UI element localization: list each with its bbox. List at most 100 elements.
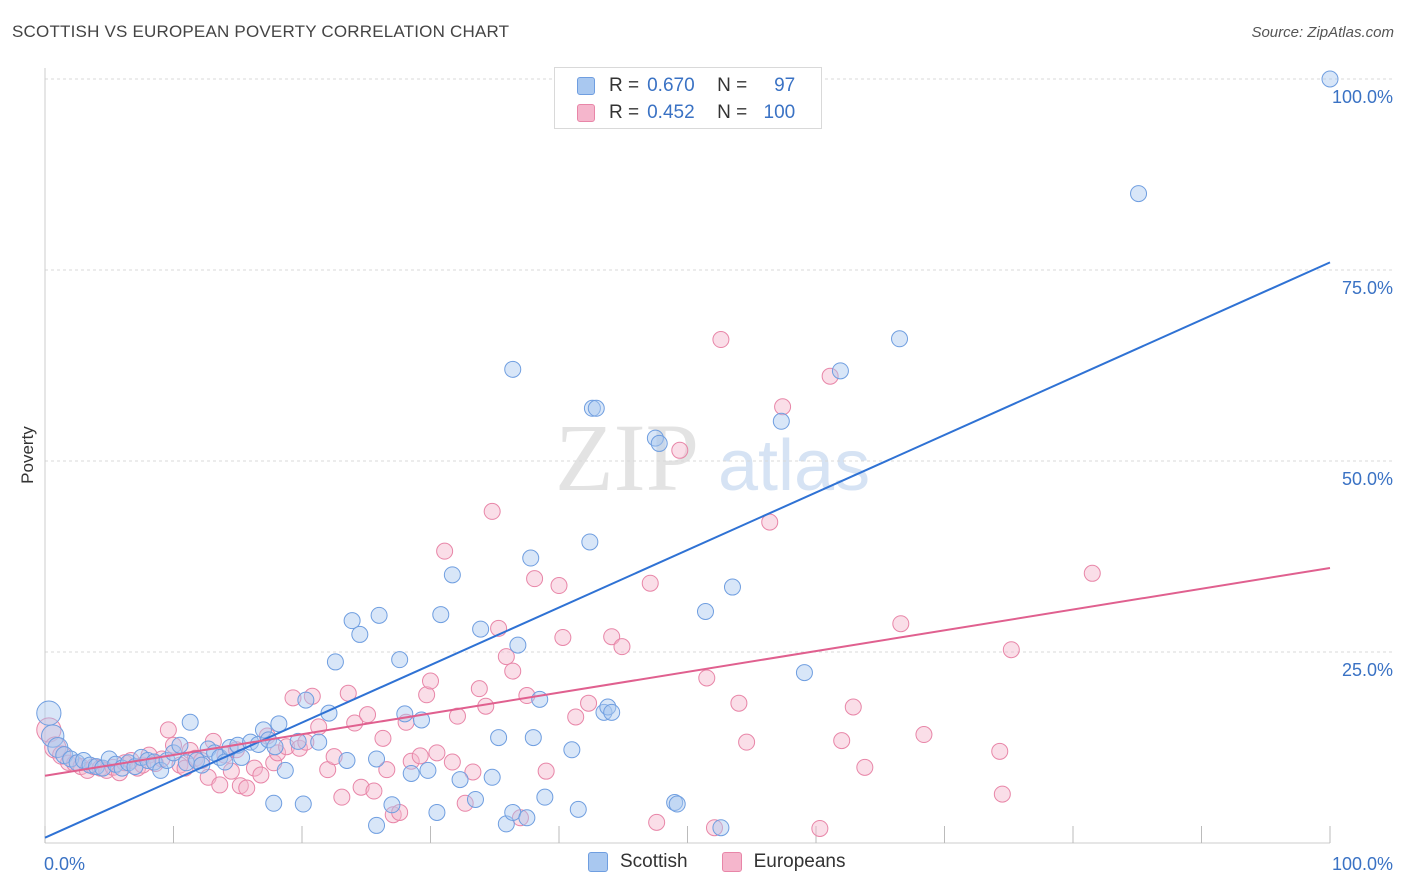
european-point xyxy=(537,762,555,780)
european-point xyxy=(378,761,396,779)
scottish-point xyxy=(795,664,813,682)
scottish-point xyxy=(466,790,484,808)
scottish-point xyxy=(297,691,315,709)
european-point xyxy=(290,739,308,757)
scottish-point xyxy=(152,761,170,779)
n-value: 97 xyxy=(774,75,796,96)
scottish-point xyxy=(370,606,388,624)
european-point xyxy=(428,744,446,762)
r-label: R = xyxy=(609,102,640,123)
series-legend: Scottish Europeans xyxy=(588,851,880,873)
scottish-point xyxy=(1130,185,1148,203)
y-tick-label: 75.0% xyxy=(1342,278,1393,298)
european-point xyxy=(483,502,501,520)
scottish-point xyxy=(419,761,437,779)
y-tick-label: 100.0% xyxy=(1332,87,1393,107)
scottish-point xyxy=(402,764,420,782)
r-label: R = xyxy=(609,75,640,96)
european-point xyxy=(211,776,229,794)
european-point xyxy=(856,758,874,776)
legend-row-europeans: R = 0.452 N = 100 xyxy=(577,100,795,126)
european-point xyxy=(284,689,302,707)
scottish-point xyxy=(181,713,199,731)
trend-lines xyxy=(44,261,1331,839)
legend-item-scottish[interactable]: Scottish xyxy=(588,851,688,873)
european-point xyxy=(245,759,263,777)
legend-row-scottish: R = 0.670 N = 97 xyxy=(577,73,795,99)
scottish-point xyxy=(1321,70,1339,88)
european-point xyxy=(554,628,572,646)
scottish-point xyxy=(531,690,549,708)
scottish-point xyxy=(351,625,369,643)
scottish-point xyxy=(368,750,386,768)
y-tick-label: 50.0% xyxy=(1342,469,1393,489)
european-point xyxy=(352,778,370,796)
n-label: N = xyxy=(717,102,748,123)
european-point xyxy=(497,648,515,666)
x-tick-label: 0.0% xyxy=(44,854,85,874)
european-point xyxy=(159,721,177,739)
scottish-point xyxy=(270,715,288,733)
european-point xyxy=(833,732,851,750)
european-point xyxy=(821,367,839,385)
scottish-point xyxy=(294,795,312,813)
scottish-point xyxy=(265,794,283,812)
scottish-point xyxy=(41,724,65,748)
european-point xyxy=(991,742,1009,760)
r-value: 0.452 xyxy=(647,102,695,123)
scottish-swatch xyxy=(588,852,608,872)
european-point xyxy=(811,819,829,837)
scottish-point xyxy=(266,738,284,756)
scottish-point xyxy=(772,412,790,430)
european-point xyxy=(333,788,351,806)
legend-item-europeans[interactable]: Europeans xyxy=(721,851,846,873)
european-point xyxy=(252,766,270,784)
scottish-point xyxy=(509,636,527,654)
scottish-point xyxy=(188,751,206,769)
scottish-point xyxy=(36,700,62,726)
scottish-point xyxy=(443,566,461,584)
european-point xyxy=(603,628,621,646)
european-point xyxy=(915,726,933,744)
scottish-point xyxy=(310,733,328,751)
scottish-point xyxy=(650,434,668,452)
scottish-point xyxy=(368,816,386,834)
scottish-point xyxy=(536,788,554,806)
correlation-legend: R = 0.670 N = 97 R = 0.452 N = 100 xyxy=(554,67,822,129)
scottish-point xyxy=(428,803,446,821)
european-point xyxy=(418,686,436,704)
scottish-point xyxy=(581,533,599,551)
watermark-zip: ZIP xyxy=(555,404,699,511)
y-tick-label: 25.0% xyxy=(1342,660,1393,680)
scottish-point xyxy=(666,794,684,812)
scottish-point xyxy=(326,653,344,671)
scottish-point xyxy=(696,603,714,621)
scottish-point xyxy=(383,796,401,814)
european-point xyxy=(359,706,377,724)
european-point xyxy=(456,794,474,812)
scottish-point xyxy=(831,362,849,380)
scottish-point xyxy=(343,612,361,630)
source-credit: Source: ZipAtlas.com xyxy=(1251,24,1394,41)
european-point xyxy=(567,708,585,726)
european-point xyxy=(238,779,256,797)
european-point xyxy=(325,748,343,766)
scottish-point xyxy=(451,771,469,789)
scottish-point xyxy=(276,761,294,779)
scottish-trend-line xyxy=(44,261,1331,839)
european-point xyxy=(436,542,454,560)
european-point xyxy=(504,662,522,680)
european-point xyxy=(550,577,568,595)
european-point xyxy=(613,638,631,656)
scottish-swatch xyxy=(577,77,595,95)
european-point xyxy=(580,694,598,712)
european-point xyxy=(422,672,439,690)
european-point xyxy=(1002,641,1020,659)
european-point xyxy=(738,733,756,751)
scottish-point xyxy=(254,721,272,739)
european-point xyxy=(648,813,666,831)
european-point xyxy=(526,570,544,588)
scottish-point xyxy=(171,736,189,754)
scottish-point xyxy=(563,741,581,759)
